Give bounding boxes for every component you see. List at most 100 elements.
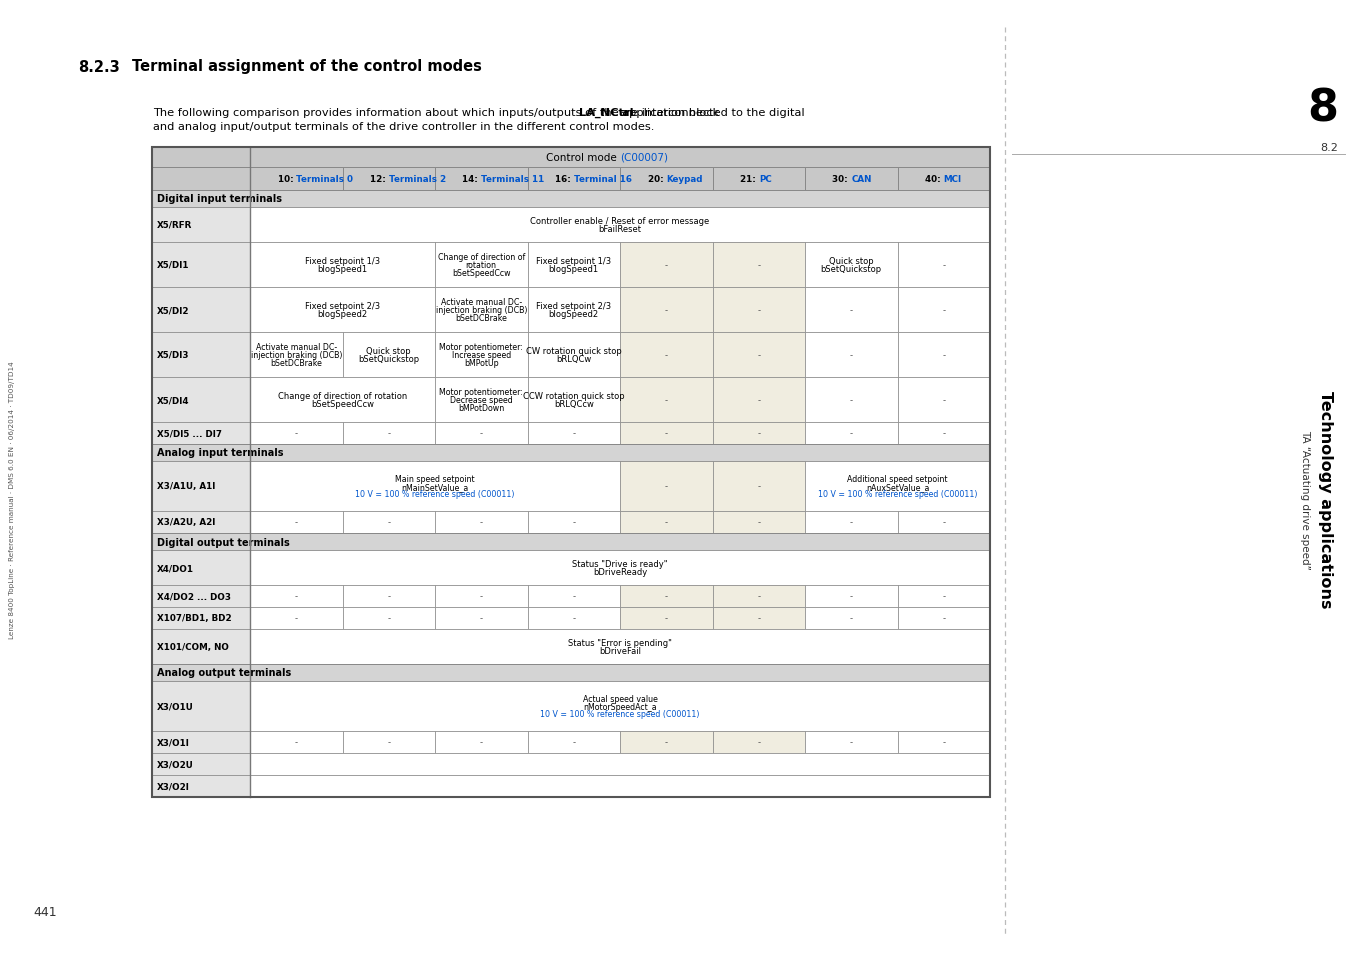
Bar <box>250 377 435 422</box>
Bar <box>250 753 990 775</box>
Text: X5/DI3: X5/DI3 <box>157 351 189 359</box>
Text: X5/DI4: X5/DI4 <box>157 395 189 405</box>
Text: Keypad: Keypad <box>667 174 703 184</box>
Bar <box>805 422 898 444</box>
Text: Additional speed setpoint: Additional speed setpoint <box>848 475 948 483</box>
Text: -: - <box>757 261 760 270</box>
Text: X3/O1I: X3/O1I <box>157 738 190 747</box>
Bar <box>620 333 713 377</box>
Bar <box>250 512 343 534</box>
Bar <box>250 551 990 585</box>
Text: Digital output terminals: Digital output terminals <box>157 537 290 547</box>
Text: Status "Drive is ready": Status "Drive is ready" <box>572 559 668 569</box>
Bar <box>343 422 435 444</box>
Text: -: - <box>664 261 668 270</box>
Bar <box>713 377 805 422</box>
Text: -: - <box>664 395 668 405</box>
Text: X3/O2U: X3/O2U <box>157 760 194 769</box>
Text: -: - <box>664 351 668 359</box>
Bar <box>250 731 343 753</box>
Text: X3/O1U: X3/O1U <box>157 701 194 711</box>
Text: 20:: 20: <box>648 174 667 184</box>
Bar <box>153 191 990 208</box>
Text: -: - <box>294 592 298 601</box>
Text: injection braking (DCB): injection braking (DCB) <box>436 306 526 314</box>
Bar <box>898 377 990 422</box>
Bar <box>435 288 528 333</box>
Text: -: - <box>664 592 668 601</box>
Bar <box>805 243 898 288</box>
Text: -: - <box>942 351 945 359</box>
Bar <box>153 664 990 681</box>
Text: Fixed setpoint 2/3: Fixed setpoint 2/3 <box>536 302 612 311</box>
Bar <box>250 681 990 731</box>
Text: X5/DI5 ... DI7: X5/DI5 ... DI7 <box>157 429 221 438</box>
Bar <box>153 629 250 664</box>
Bar <box>435 585 528 607</box>
Text: -: - <box>572 518 575 527</box>
Text: CAN: CAN <box>852 174 872 184</box>
Text: are interconnected to the digital: are interconnected to the digital <box>616 108 805 118</box>
Bar <box>620 422 713 444</box>
Text: Actual speed value: Actual speed value <box>583 694 657 703</box>
Bar <box>153 775 250 797</box>
Text: (C00007): (C00007) <box>620 152 668 163</box>
Text: Fixed setpoint 1/3: Fixed setpoint 1/3 <box>536 256 612 266</box>
Text: X3/A1U, A1I: X3/A1U, A1I <box>157 482 216 491</box>
Text: Terminal 16: Terminal 16 <box>574 174 632 184</box>
Bar <box>250 775 990 797</box>
Text: Quick stop: Quick stop <box>366 347 410 355</box>
Text: -: - <box>849 738 853 747</box>
Bar <box>528 333 620 377</box>
Text: nAuxSetValue_a: nAuxSetValue_a <box>865 482 929 491</box>
Text: -: - <box>572 429 575 438</box>
Text: 10 V = 100 % reference speed (C00011): 10 V = 100 % reference speed (C00011) <box>355 490 514 498</box>
Text: Status "Error is pending": Status "Error is pending" <box>568 639 672 647</box>
Text: bDriveFail: bDriveFail <box>599 646 641 656</box>
Bar <box>153 333 250 377</box>
Bar <box>898 607 990 629</box>
Bar <box>250 629 990 664</box>
Bar <box>343 168 435 191</box>
Bar <box>343 333 435 377</box>
Text: X5/DI2: X5/DI2 <box>157 306 189 314</box>
Text: -: - <box>664 306 668 314</box>
Bar <box>620 512 713 534</box>
Bar <box>620 461 713 512</box>
Text: 441: 441 <box>34 905 57 919</box>
Text: bRLQCcw: bRLQCcw <box>554 399 594 409</box>
Text: rotation: rotation <box>466 261 497 270</box>
Bar <box>250 243 435 288</box>
Bar <box>620 731 713 753</box>
Bar <box>713 168 805 191</box>
Text: bSetDCBrake: bSetDCBrake <box>270 358 323 368</box>
Text: -: - <box>387 614 390 623</box>
Text: X3/O2I: X3/O2I <box>157 781 190 791</box>
Bar <box>713 288 805 333</box>
Text: Lenze 8400 TopLine · Reference manual · DMS 6.0 EN · 06/2014 · TD09/TD14: Lenze 8400 TopLine · Reference manual · … <box>9 361 15 639</box>
Bar <box>713 512 805 534</box>
Bar <box>805 377 898 422</box>
Text: -: - <box>849 351 853 359</box>
Bar <box>435 731 528 753</box>
Bar <box>435 168 528 191</box>
Bar <box>898 585 990 607</box>
Text: Motor potentiometer:: Motor potentiometer: <box>439 343 522 352</box>
Text: 16:: 16: <box>555 174 574 184</box>
Text: -: - <box>757 306 760 314</box>
Text: -: - <box>387 592 390 601</box>
Text: X101/COM, NO: X101/COM, NO <box>157 642 230 651</box>
Text: bMPotUp: bMPotUp <box>464 358 498 368</box>
Text: CCW rotation quick stop: CCW rotation quick stop <box>522 392 625 400</box>
Text: Terminals 0: Terminals 0 <box>296 174 354 184</box>
Bar <box>528 422 620 444</box>
Text: Motor potentiometer:: Motor potentiometer: <box>439 388 522 397</box>
Bar <box>250 288 435 333</box>
Bar <box>153 607 250 629</box>
Bar <box>343 585 435 607</box>
Bar <box>620 585 713 607</box>
Text: The following comparison provides information about which inputs/outputs of the : The following comparison provides inform… <box>153 108 722 118</box>
Bar <box>343 607 435 629</box>
Text: Analog input terminals: Analog input terminals <box>157 448 284 458</box>
Text: 40:: 40: <box>925 174 944 184</box>
